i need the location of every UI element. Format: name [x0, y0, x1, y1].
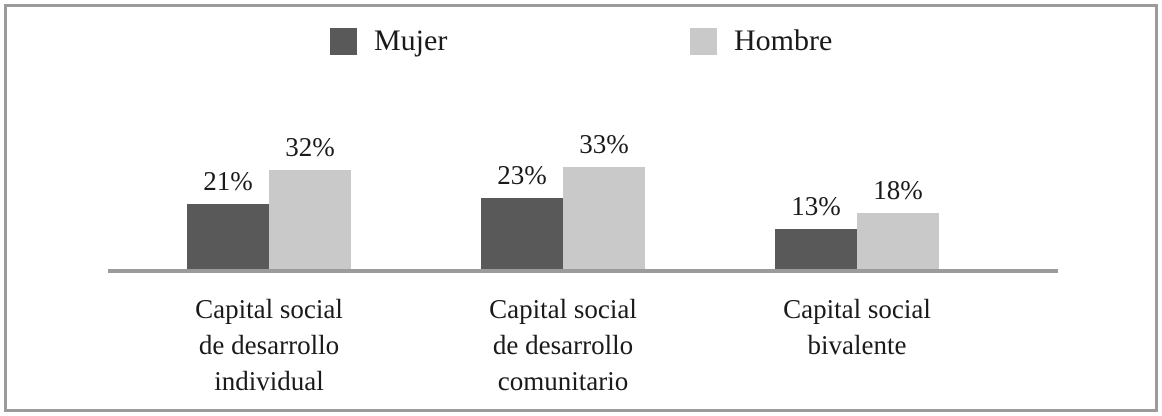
value-label-mujer-comunitario: 23%	[497, 160, 547, 190]
category-label-individual: Capital social de desarrollo individual	[195, 294, 343, 396]
legend-label-mujer: Mujer	[374, 24, 448, 57]
category-label-bivalente: Capital social bivalente	[783, 294, 931, 360]
bar-hombre-comunitario	[563, 167, 645, 269]
legend-swatch-mujer	[330, 27, 357, 55]
value-label-hombre-comunitario: 33%	[579, 129, 629, 159]
value-label-mujer-bivalente: 13%	[791, 191, 841, 221]
bar-hombre-bivalente	[857, 213, 939, 269]
legend-label-hombre: Hombre	[734, 24, 833, 57]
legend-item-mujer: Mujer	[330, 24, 447, 58]
x-axis-line	[108, 269, 1058, 273]
value-label-mujer-individual: 21%	[203, 166, 253, 196]
value-label-hombre-bivalente: 18%	[873, 175, 923, 205]
legend-swatch-hombre	[690, 27, 717, 55]
bar-hombre-individual	[269, 170, 351, 269]
bar-mujer-comunitario	[481, 198, 563, 269]
bar-mujer-bivalente	[775, 229, 857, 269]
category-label-comunitario: Capital social de desarrollo comunitario	[489, 294, 637, 396]
legend-item-hombre: Hombre	[690, 24, 832, 58]
value-label-hombre-individual: 32%	[285, 132, 335, 162]
bar-mujer-individual	[187, 204, 269, 269]
